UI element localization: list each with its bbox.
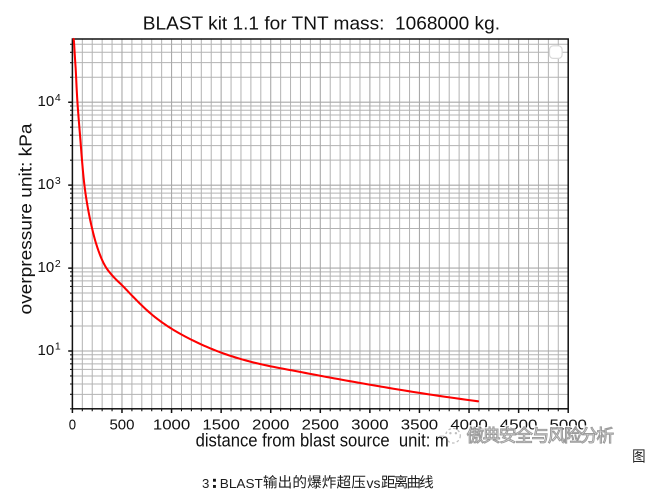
svg-text:distance from blast source un: distance from blast source unit: m (196, 431, 449, 451)
svg-text:2000: 2000 (252, 416, 289, 433)
svg-text:1: 1 (55, 341, 61, 353)
svg-text:3: 3 (55, 175, 61, 187)
svg-text:BLAST: BLAST (220, 476, 263, 491)
svg-text:10: 10 (38, 93, 55, 110)
svg-text:BLAST kit 1.1 for TNT mass: 1: BLAST kit 1.1 for TNT mass: 1068000 kg. (143, 14, 500, 34)
svg-text:3: 3 (202, 476, 209, 491)
svg-text:2: 2 (55, 258, 61, 270)
svg-text:0: 0 (69, 416, 76, 433)
svg-text:500: 500 (109, 416, 134, 433)
svg-text:3000: 3000 (351, 416, 388, 433)
svg-text:1500: 1500 (202, 416, 239, 433)
svg-text:1000: 1000 (153, 416, 190, 433)
svg-text:vs: vs (367, 475, 381, 491)
svg-text:overpressure unit: kPa: overpressure unit: kPa (16, 123, 36, 314)
svg-text:3500: 3500 (401, 416, 438, 433)
svg-text:4: 4 (55, 92, 61, 104)
svg-text:10: 10 (38, 342, 55, 359)
svg-text:10: 10 (38, 176, 55, 193)
svg-text:2500: 2500 (302, 416, 339, 433)
svg-text:10: 10 (38, 259, 55, 276)
